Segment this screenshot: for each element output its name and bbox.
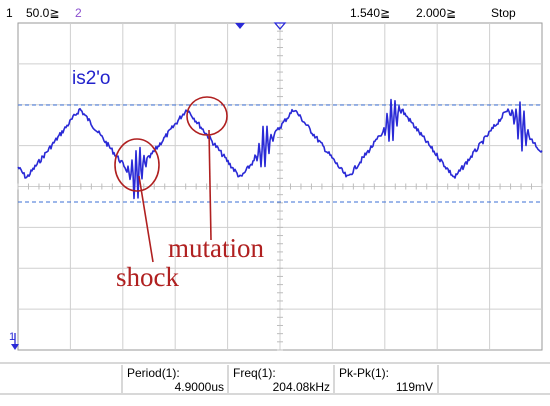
pkpk-label: Pk-Pk(1): <box>339 366 389 380</box>
period-value: 4.9000us <box>175 380 224 394</box>
shock-pointer-line <box>138 175 154 263</box>
trace-label: is2'o <box>72 68 110 89</box>
shock-highlight-circle <box>114 138 160 192</box>
shock-label: shock <box>116 262 179 292</box>
run-state: Stop <box>491 6 516 20</box>
measurement-bar: Period(1): 4.9000us Freq(1): 204.08kHz P… <box>0 362 550 395</box>
trigger-point-icon <box>273 22 287 31</box>
status-bar: 1 50.0≧ 2 1.540≧ 2.000≧ Stop <box>6 6 516 20</box>
mutation-pointer-line <box>208 129 212 241</box>
time-per-div: 2.000≧ <box>416 6 456 20</box>
ground-marker-number: 1 <box>9 331 15 343</box>
freq-value: 204.08kHz <box>273 380 330 394</box>
mutation-highlight-circle <box>186 96 228 136</box>
pkpk-value: 119mV <box>396 380 433 394</box>
volts-per-div: 50.0≧ <box>26 6 59 20</box>
waveform-trace <box>17 98 543 200</box>
channel-number: 1 <box>6 6 13 20</box>
time-position: 1.540≧ <box>350 6 390 20</box>
trigger-position-icon <box>235 23 245 29</box>
ground-marker: 1 <box>9 331 19 350</box>
freq-label: Freq(1): <box>233 366 276 380</box>
ground-arrow-icon <box>11 344 19 350</box>
graticule <box>17 22 543 351</box>
trigger-markers <box>235 22 287 31</box>
mutation-label: mutation <box>168 233 264 263</box>
channel2-number: 2 <box>75 6 82 20</box>
period-label: Period(1): <box>127 366 180 380</box>
